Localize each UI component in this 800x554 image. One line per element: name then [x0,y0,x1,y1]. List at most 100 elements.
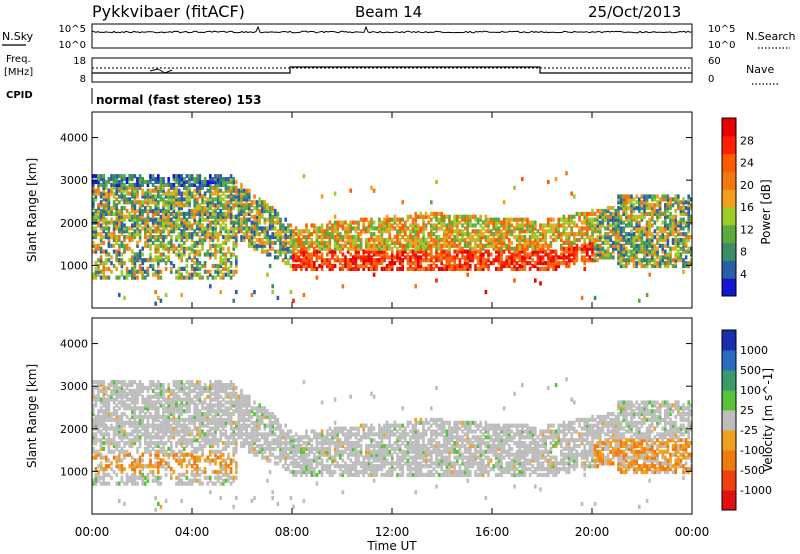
power-cell [248,237,251,243]
power-cell [682,261,685,266]
power-cell [515,255,519,260]
power-cell [349,263,352,269]
power-cell [448,261,451,266]
velocity-cell [123,388,126,393]
velocity-cell [125,472,129,477]
power-cell [635,263,638,269]
power-cell [237,206,241,211]
power-cell [354,266,358,271]
velocity-cell [177,406,181,411]
power-cell [414,211,417,216]
power-cell [463,249,467,254]
power-cell [461,255,464,260]
power-cell [664,229,667,234]
power-cell [112,203,116,208]
power-cell [107,243,111,248]
power-cell [203,200,207,205]
nsky-tick-bottom: 10^0 [59,40,86,51]
velocity-cell [144,432,147,437]
power-cell [240,235,243,240]
power-cell [370,243,373,248]
power-cell [466,266,469,271]
power-cell [250,214,254,219]
velocity-cell [107,406,111,411]
power-cell [658,200,662,205]
velocity-cell [222,464,225,469]
power-cell [196,252,199,257]
power-cell [167,188,170,193]
power-cell [357,243,360,248]
velocity-cell [183,426,186,431]
velocity-cell [131,420,134,425]
power-cell [612,214,615,219]
velocity-cell [94,397,98,402]
power-cell [97,266,100,271]
power-cell [146,200,150,205]
power-cell [596,235,599,240]
power-cell [682,197,685,202]
power-cell [120,182,124,187]
power-cell [154,194,157,199]
power-cell [391,266,394,271]
power-cell [149,243,152,248]
power-cell [336,235,339,240]
velocity-cell [193,458,196,463]
power-cell [196,240,199,245]
power-cell [383,223,386,228]
velocity-cell [112,443,116,449]
power-cell [201,185,204,190]
power-cell [240,203,243,208]
power-cell [162,206,165,211]
power-cell [287,226,290,231]
velocity-cell [115,455,118,460]
power-cell [214,223,217,228]
power-cell [469,235,472,240]
power-cell [378,223,381,228]
power-cell [651,214,654,219]
power-cell [110,208,113,214]
power-cell [570,258,573,263]
power-cell [170,269,173,274]
power-cell [190,211,194,216]
power-cell [645,246,649,251]
power-cell [333,226,337,231]
power-cell [349,237,352,243]
velocity-cell [170,406,173,411]
velocity-cell [128,475,131,480]
power-cell [588,211,592,216]
power-cell [682,249,685,254]
power-cell [437,226,441,231]
velocity-cell [175,380,178,385]
power-cell [544,240,547,245]
power-cell [94,266,98,271]
power-cell [497,217,501,222]
power-cell [495,229,498,234]
power-cell [222,261,225,266]
power-cell [224,194,228,199]
power-cell [674,226,677,231]
power-cell [536,243,540,248]
power-cell [671,240,675,245]
power-cell [406,261,410,266]
power-cell [651,223,654,228]
power-cell [601,208,605,214]
power-cell [219,217,222,222]
power-cell [107,266,111,271]
velocity-cell [118,449,121,454]
power-cell [593,240,597,245]
power-cell [372,258,376,263]
velocity-cell [146,464,150,469]
power-cell [159,243,163,248]
power-cell [565,249,568,254]
power-cell [180,235,183,240]
power-cell [508,243,511,248]
power-cell [658,197,662,202]
power-cell [92,240,95,245]
power-cell [682,206,685,211]
power-cell [648,272,651,277]
power-cell [640,240,644,245]
power-cell [526,246,529,251]
power-cell [474,266,477,271]
power-cell [474,232,477,237]
power-cell [635,226,638,231]
